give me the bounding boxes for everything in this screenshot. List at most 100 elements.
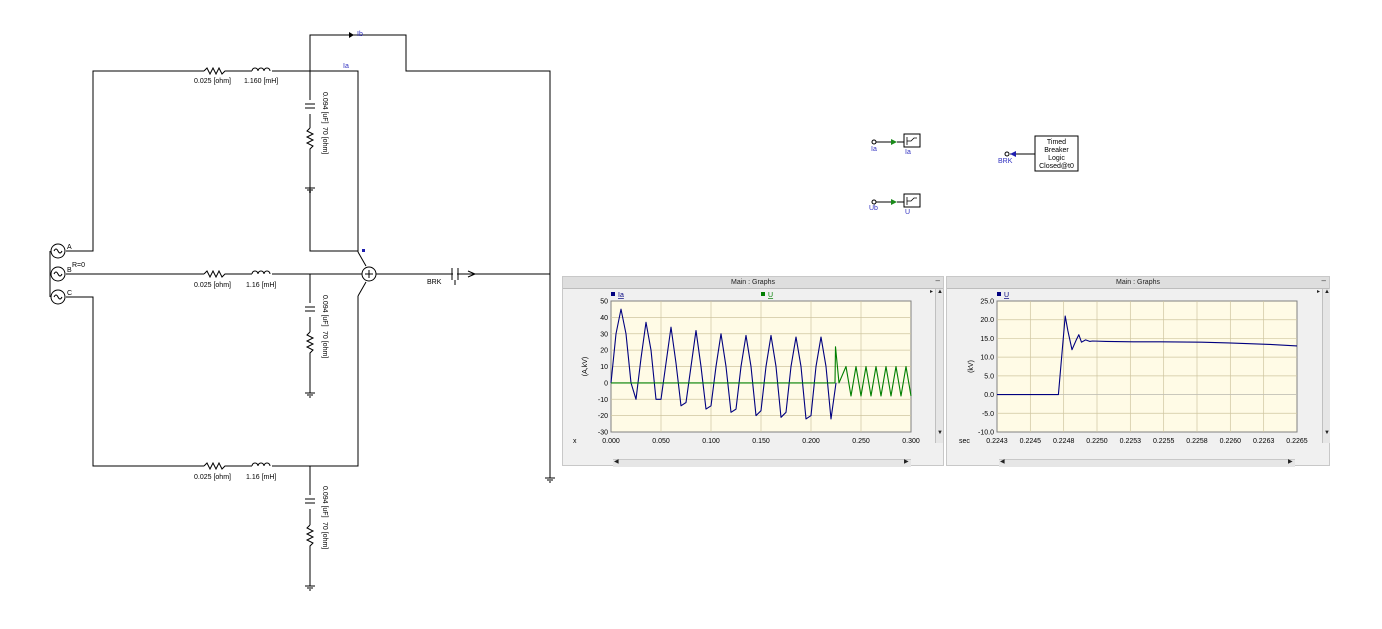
meter-block-u[interactable]: Ub U bbox=[869, 193, 921, 216]
x-tick-label: 0.250 bbox=[852, 438, 870, 445]
scroll-left-arrow-icon[interactable]: ◀ bbox=[614, 459, 619, 465]
x-tick-label: 0.2260 bbox=[1220, 438, 1242, 445]
x-tick-label: 0.2243 bbox=[986, 438, 1008, 445]
x-tick-label: 0.2248 bbox=[1053, 438, 1075, 445]
x-tick-label: 0.100 bbox=[702, 438, 720, 445]
horizontal-scrollbar[interactable] bbox=[613, 459, 911, 467]
scroll-right-arrow-icon[interactable]: ▶ bbox=[1288, 459, 1293, 465]
x-tick-label: 0.150 bbox=[752, 438, 770, 445]
y-tick-label: 0 bbox=[604, 380, 608, 387]
x-tick-label: 0.000 bbox=[602, 438, 620, 445]
chart-right: 25.0 20.0 15.0 10.0 5.0 0.0 -5.0 -10.00.2243 0.2… bbox=[959, 292, 1308, 445]
breaker-logic-signal: BRK bbox=[998, 158, 1013, 165]
phase-a-wire bbox=[66, 70, 359, 252]
y-tick-label: -10 bbox=[598, 397, 608, 404]
scroll-left-arrow-icon[interactable]: ◀ bbox=[1000, 459, 1005, 465]
legend-swatch bbox=[611, 292, 615, 296]
plot-area bbox=[996, 300, 1298, 433]
minimize-icon[interactable]: – bbox=[1321, 276, 1326, 285]
meter-block-ia-in: Ia bbox=[871, 146, 877, 153]
inductor-c bbox=[251, 462, 271, 467]
shunt-c-b: 0.094 [uF] bbox=[321, 295, 328, 327]
breaker-label: BRK bbox=[427, 279, 442, 286]
x-axis-label: x bbox=[573, 438, 577, 445]
meter-ia-label: Ia bbox=[343, 63, 349, 70]
shunt-r-b: 70 [ohm] bbox=[321, 331, 328, 358]
phase-b-resistance: 0.025 [ohm] bbox=[194, 282, 231, 289]
scroll-up-arrow-icon[interactable]: ▲ bbox=[937, 289, 943, 295]
resistor-a bbox=[203, 66, 228, 76]
shunt-resistor-a bbox=[305, 127, 315, 152]
y-tick-label: -20 bbox=[598, 413, 608, 420]
y-axis-label: (A,kV) bbox=[582, 357, 589, 376]
x-tick-label: 0.2258 bbox=[1186, 438, 1208, 445]
graph-panel-right[interactable]: Main : Graphs – 25.0 20.0 15.0 10.0 5.0 0.0 -5… bbox=[946, 276, 1330, 467]
x-tick-label: 0.2263 bbox=[1253, 438, 1275, 445]
ground-resistance-label: R=0 bbox=[72, 262, 85, 269]
vertical-scrollbar[interactable] bbox=[1322, 289, 1330, 443]
panel-expand-arrow-icon[interactable]: ▸ bbox=[930, 289, 934, 295]
legend-entry: U bbox=[768, 292, 773, 299]
meter-block-ia[interactable]: Ia Ia bbox=[871, 133, 921, 156]
y-tick-label: 20 bbox=[600, 348, 608, 355]
horizontal-scrollbar[interactable] bbox=[999, 459, 1295, 467]
meter-block-ia-out: Ia bbox=[905, 149, 911, 156]
y-tick-label: -30 bbox=[598, 430, 608, 437]
y-tick-label: 10 bbox=[600, 364, 608, 371]
y-tick-label: 20.0 bbox=[980, 317, 994, 324]
x-tick-label: 0.300 bbox=[902, 438, 920, 445]
source-label-c: C bbox=[67, 290, 72, 297]
x-tick-label: 0.200 bbox=[802, 438, 820, 445]
phase-a-resistance: 0.025 [ohm] bbox=[194, 78, 231, 85]
timed-breaker-logic-block[interactable]: Timed Breaker Logic Closed@t0 BRK bbox=[998, 135, 1079, 172]
x-axis-label: sec bbox=[959, 438, 970, 445]
legend-entry: Ia bbox=[618, 292, 624, 299]
scroll-down-arrow-icon[interactable]: ▼ bbox=[937, 430, 943, 436]
inductor-a bbox=[251, 67, 271, 72]
y-axis-label: (kV) bbox=[968, 360, 975, 373]
scroll-right-arrow-icon[interactable]: ▶ bbox=[904, 459, 909, 465]
scroll-down-arrow-icon[interactable]: ▼ bbox=[1324, 430, 1330, 436]
meter-ib-label: Ib bbox=[357, 31, 363, 38]
x-tick-label: 0.2255 bbox=[1153, 438, 1175, 445]
legend-entry: U bbox=[1004, 292, 1009, 299]
phase-b-inductance: 1.16 [mH] bbox=[246, 282, 276, 289]
return-wire bbox=[309, 34, 551, 274]
vertical-scrollbar[interactable] bbox=[935, 289, 943, 443]
panel-expand-arrow-icon[interactable]: ▸ bbox=[1317, 289, 1321, 295]
graph-panel-left-title[interactable]: Main : Graphs bbox=[563, 277, 943, 289]
breaker-logic-line-1: Timed bbox=[1047, 139, 1066, 146]
legend-swatch bbox=[761, 292, 765, 296]
graph-panel-left[interactable]: Main : Graphs – 50 40 30 20 10 0 -10 -20 -30 0.00… bbox=[562, 276, 944, 467]
y-tick-label: 10.0 bbox=[980, 355, 994, 362]
shunt-r-c: 70 [ohm] bbox=[321, 522, 328, 549]
x-tick-label: 0.050 bbox=[652, 438, 670, 445]
shunt-c-a: 0.094 [uF] bbox=[321, 92, 328, 124]
resistor-c bbox=[203, 461, 228, 471]
scroll-up-arrow-icon[interactable]: ▲ bbox=[1324, 289, 1330, 295]
chart-left: 50 40 30 20 10 0 -10 -20 -300.000 0.050 0.100 0.150… bbox=[573, 292, 920, 445]
phase-a-inductance: 1.160 [mH] bbox=[244, 78, 278, 85]
series-line-u bbox=[611, 346, 912, 397]
graph-panel-right-title[interactable]: Main : Graphs bbox=[947, 277, 1329, 289]
meter-block-u-in: Ub bbox=[869, 205, 878, 212]
minimize-icon[interactable]: – bbox=[935, 276, 940, 285]
legend-swatch bbox=[997, 292, 1001, 296]
shunt-r-a: 70 [ohm] bbox=[321, 127, 328, 154]
y-tick-label: -10.0 bbox=[978, 430, 994, 437]
y-tick-label: 30 bbox=[600, 331, 608, 338]
x-tick-label: 0.2245 bbox=[1020, 438, 1042, 445]
shunt-resistor-b bbox=[305, 331, 315, 356]
y-tick-label: 50 bbox=[600, 299, 608, 306]
voltage-sources bbox=[50, 243, 66, 305]
x-tick-label: 0.2253 bbox=[1120, 438, 1142, 445]
y-tick-label: 5.0 bbox=[984, 373, 994, 380]
source-label-a: A bbox=[67, 244, 72, 251]
phase-c-wire bbox=[66, 296, 359, 467]
inductor-b bbox=[251, 270, 271, 275]
resistor-b bbox=[203, 269, 228, 279]
source-label-b: B bbox=[67, 267, 72, 274]
y-tick-label: -5.0 bbox=[982, 411, 994, 418]
phase-c-inductance: 1.16 [mH] bbox=[246, 474, 276, 481]
